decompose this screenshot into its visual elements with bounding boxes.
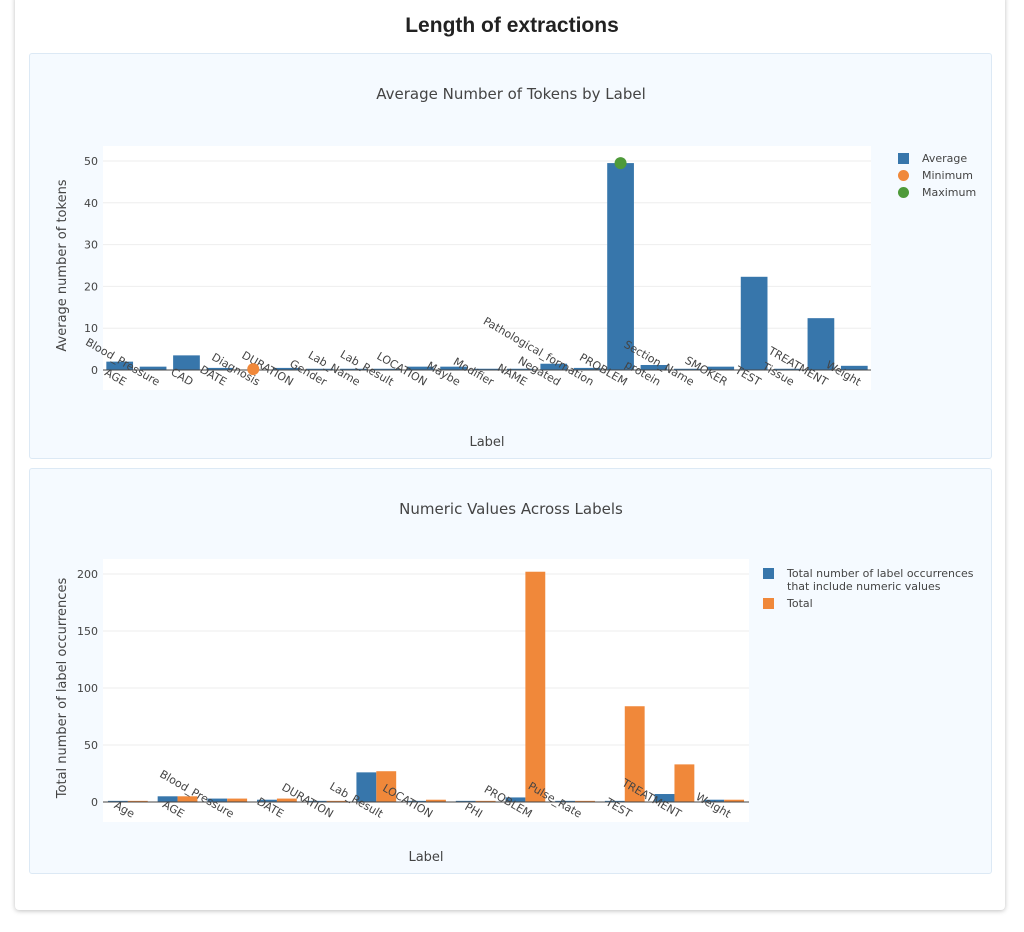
bar-PROBLEM [525, 571, 546, 802]
bar-PROBLEM [607, 163, 634, 370]
bar-PHI [455, 800, 476, 802]
bar-Lab_Result [373, 368, 401, 370]
legend-swatch [898, 187, 909, 198]
bar-Lab_Name [340, 368, 367, 370]
bar-CAD [173, 355, 200, 370]
bar-Gender [306, 368, 334, 370]
bar-Lab_Result [376, 771, 397, 802]
x-axis-label: Label [408, 850, 443, 865]
legend-label: Maximum [922, 186, 976, 199]
bar-AGE [157, 796, 178, 802]
x-axis-label: Label [469, 435, 504, 450]
bar-Section_Name [673, 368, 701, 370]
bar-Weight [724, 799, 745, 802]
bar-Lab_Result [356, 772, 377, 802]
bar-TREATMENT [674, 764, 695, 802]
bar-TEST [604, 800, 625, 802]
bar-Blood_Pressure [207, 798, 228, 802]
bar-DATE [276, 798, 297, 802]
bar-DATE [206, 367, 234, 370]
chart-panel-numeric: Numeric Values Across Labels 0 50 100 150 200… [29, 468, 992, 874]
bar-Weight [840, 365, 868, 370]
bar-AGE [106, 361, 134, 370]
legend-swatch [898, 153, 909, 164]
bar-LOCATION [406, 366, 434, 370]
legend-label: Total number of label occurrences that in… [786, 567, 974, 593]
bar-Modifier [473, 368, 501, 370]
bar-TEST [624, 706, 645, 802]
bar-Weight [704, 799, 725, 802]
plot-area [103, 559, 749, 822]
bar-DURATION [306, 800, 327, 802]
y-tick-label: 150 [77, 625, 98, 638]
bar-DURATION [273, 367, 301, 370]
marker-maximum [614, 157, 627, 170]
y-tick-label: 20 [84, 280, 98, 293]
bar-DURATION [326, 800, 347, 802]
bar-AGE [177, 796, 198, 802]
bar-PROBLEM [505, 797, 526, 802]
bar-Negated [540, 363, 568, 370]
legend-swatch [763, 568, 774, 579]
chart-title: Numeric Values Across Labels [399, 500, 623, 518]
tokens-chart: Average Number of Tokens by Label 0 10 20 30… [55, 85, 976, 450]
bar-SMOKER [707, 366, 735, 370]
marker-minimum [247, 363, 260, 376]
numeric-chart: Numeric Values Across Labels 0 50 100 150 200… [55, 500, 974, 865]
bar-Blood_Pressure [139, 366, 167, 370]
bar-Blood_Pressure [227, 798, 248, 802]
y-tick-label: 30 [84, 239, 98, 252]
bar-NAME [507, 368, 534, 370]
bar-protein [640, 364, 668, 370]
chart-panel-tokens: Average Number of Tokens by Label 0 10 20 30… [29, 53, 992, 459]
legend-label: Minimum [922, 169, 973, 182]
bar-PHI [475, 800, 496, 802]
bar-TEST [740, 276, 768, 370]
y-tick-label: 200 [77, 568, 98, 581]
chart-title: Average Number of Tokens by Label [376, 85, 646, 103]
bar-Pulse_Rate [555, 800, 576, 802]
bar-Maybe [440, 366, 467, 370]
y-tick-label: 0 [91, 364, 98, 377]
legend-label: Total [786, 597, 813, 610]
bar-Tissue [774, 368, 801, 370]
y-tick-label: 40 [84, 197, 98, 210]
bar-TREATMENT [654, 794, 675, 802]
y-axis-label: Total number of label occurrences [55, 578, 70, 800]
y-tick-label: 0 [91, 796, 98, 809]
y-tick-label: 50 [84, 739, 98, 752]
y-axis-label: Average number of tokens [55, 179, 70, 351]
legend-label: Average [922, 152, 967, 165]
y-tick-label: 10 [84, 322, 98, 335]
bar-LOCATION [406, 800, 426, 802]
bar-Pulse_Rate [575, 800, 595, 802]
y-tick-label: 50 [84, 155, 98, 168]
bar-DATE [257, 799, 277, 802]
legend-swatch [898, 170, 909, 181]
y-tick-label: 100 [77, 682, 98, 695]
page-title: Length of extractions [405, 14, 619, 37]
bar-Age [107, 800, 128, 802]
bar-Age [127, 800, 148, 802]
legend-swatch [763, 598, 774, 609]
bar-Pathological_formation [573, 367, 601, 370]
bar-TREATMENT [807, 318, 835, 370]
bar-LOCATION [426, 799, 446, 802]
